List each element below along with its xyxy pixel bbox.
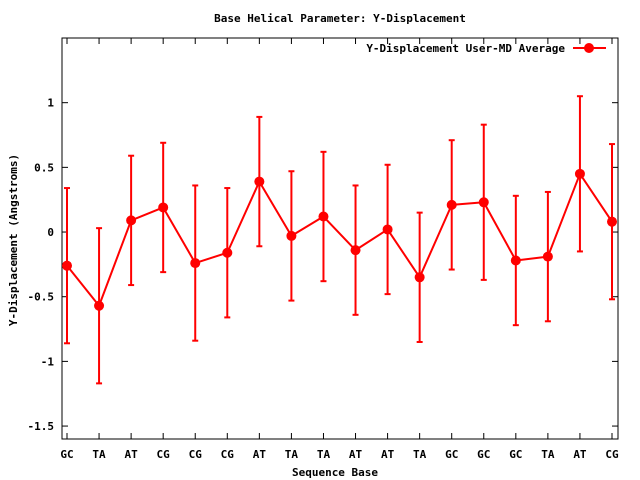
- x-tick-label: AT: [381, 448, 395, 461]
- data-point: [414, 272, 425, 283]
- data-point: [350, 245, 361, 256]
- data-point: [158, 202, 169, 213]
- data-point: [286, 230, 297, 241]
- x-tick-label: CG: [189, 448, 203, 461]
- y-axis-label: Y-Displacement (Angstroms): [7, 154, 20, 326]
- legend-label: Y-Displacement User-MD Average: [366, 42, 565, 55]
- x-tick-label: GC: [509, 448, 522, 461]
- x-tick-label: AT: [573, 448, 587, 461]
- data-point: [62, 260, 72, 271]
- x-tick-label: TA: [413, 448, 427, 461]
- x-tick-label: TA: [285, 448, 299, 461]
- x-tick-label: TA: [92, 448, 106, 461]
- data-point: [254, 176, 265, 187]
- x-tick-label: CG: [221, 448, 235, 461]
- y-tick-label: -1.5: [28, 420, 55, 433]
- y-tick-label: -0.5: [28, 291, 55, 304]
- data-point: [222, 247, 233, 258]
- x-tick-label: AT: [349, 448, 363, 461]
- data-point: [446, 199, 457, 210]
- data-point: [382, 224, 393, 235]
- series-layer: [62, 95, 617, 385]
- data-point: [510, 255, 521, 266]
- chart-title: Base Helical Parameter: Y-Displacement: [214, 12, 466, 25]
- x-tick-label: GC: [445, 448, 458, 461]
- y-tick-label: 0.5: [34, 161, 54, 174]
- data-point: [190, 258, 201, 269]
- y-tick-label: 1: [47, 97, 54, 110]
- data-point: [607, 216, 617, 227]
- x-axis-label: Sequence Base: [292, 466, 378, 479]
- data-point: [94, 300, 105, 311]
- y-tick-label: -1: [41, 355, 55, 368]
- data-point: [318, 211, 329, 222]
- x-tick-label: GC: [60, 448, 73, 461]
- legend: Y-Displacement User-MD Average: [366, 42, 606, 55]
- series-line: [66, 172, 613, 307]
- y-axis: 1 0.5 0 -0.5 -1 -1.5: [28, 97, 618, 433]
- legend-marker: [584, 43, 594, 53]
- x-tick-label: TA: [317, 448, 331, 461]
- y-tick-label: 0: [47, 226, 54, 239]
- x-tick-label: GC: [477, 448, 490, 461]
- x-tick-label: CG: [157, 448, 171, 461]
- x-tick-label: TA: [541, 448, 555, 461]
- data-point: [574, 168, 585, 179]
- plot-frame: [61, 37, 619, 440]
- x-tick-label: AT: [253, 448, 267, 461]
- data-point: [126, 215, 137, 226]
- x-axis: GC TA AT CG CG CG AT TA TA AT AT TA GC GC GC TA AT CG: [60, 38, 619, 461]
- data-point: [478, 197, 489, 208]
- x-tick-label: CG: [605, 448, 619, 461]
- x-tick-label: AT: [124, 448, 138, 461]
- data-point: [542, 251, 553, 262]
